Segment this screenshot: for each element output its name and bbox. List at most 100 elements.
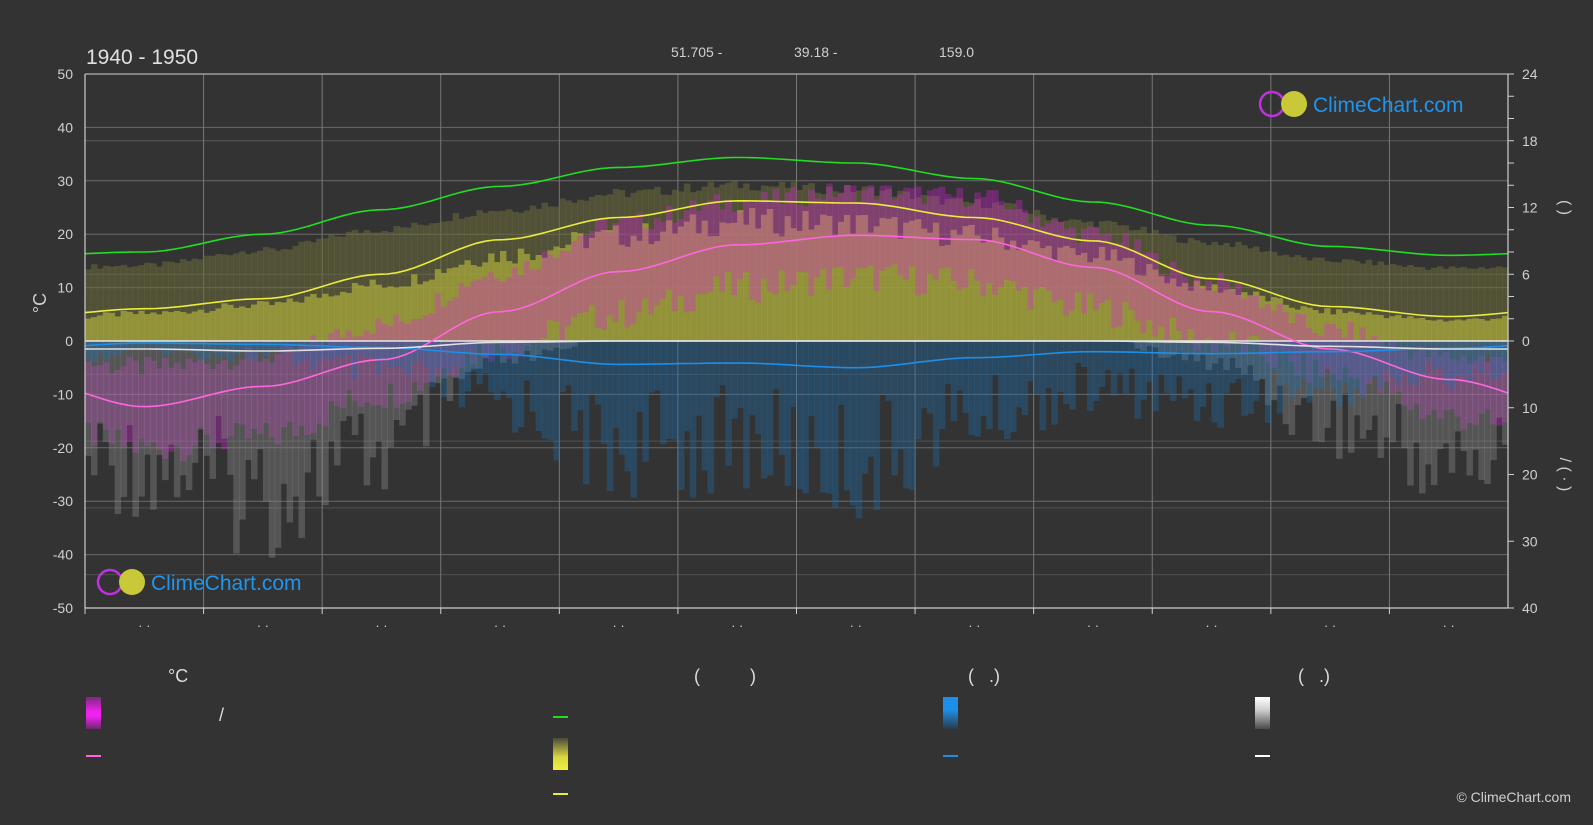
logo-bottom[interactable]: ClimeChart.com [96, 568, 302, 596]
snow-bar [209, 341, 217, 479]
snow-bar [476, 341, 483, 369]
temp-range-bar [1057, 222, 1064, 300]
temp-range-bar [766, 202, 774, 292]
rain-bar [517, 341, 525, 428]
temp-range-bar [428, 313, 436, 382]
temp-range-bar [1336, 328, 1343, 381]
snow-bar [405, 341, 412, 410]
rain-bar [843, 341, 851, 491]
rain-bar [209, 341, 217, 354]
temp-range-bar [274, 354, 282, 445]
rain-bar [102, 341, 110, 361]
snow-bar [1490, 341, 1497, 461]
snow-bar [156, 341, 163, 455]
snow-bar [144, 341, 151, 455]
daylight-shade-bar [417, 224, 424, 341]
temp-range-bar [357, 335, 365, 407]
sunshine-shade-bar [286, 298, 294, 341]
sunshine-shade-bar [215, 308, 222, 341]
daylight-shade-bar [1353, 261, 1361, 341]
rain-bar [239, 341, 246, 351]
sunshine-shade-bar [328, 296, 335, 341]
temp-range-bar [660, 221, 667, 299]
snow-bar [1282, 341, 1290, 425]
sunshine-shade-bar [322, 293, 329, 341]
daylight-shade-bar [339, 236, 347, 341]
sunshine-shade-bar [138, 310, 145, 341]
sunshine-shade-bar [926, 232, 934, 341]
snow-bar [553, 341, 560, 348]
rain-bar [1009, 341, 1017, 433]
daylight-shade-bar [310, 242, 317, 341]
rain-bar [233, 341, 240, 355]
sunshine-shade-bar [1128, 257, 1136, 341]
rain-bar [600, 341, 608, 444]
sunshine-shade-bar [440, 272, 448, 341]
temp-range-bar [938, 186, 946, 269]
sunshine-shade-bar [256, 301, 264, 341]
sunshine-shade-bar [772, 233, 780, 341]
sunshine-shade-bar [820, 214, 827, 341]
sunshine-shade-bar [808, 229, 815, 341]
rain-bar [1294, 341, 1302, 391]
sunshine-shade-bar [1496, 318, 1503, 341]
sunshine-shade-bar [1146, 264, 1153, 341]
legend-temp-range-sep: / [219, 705, 225, 725]
temp-range-bar [381, 323, 388, 408]
temp-range-bar [440, 306, 448, 369]
daylight-shade-bar [138, 265, 145, 341]
sunshine-shade-bar [1288, 307, 1296, 341]
snow-bar [381, 341, 388, 490]
rain-bar [737, 341, 744, 409]
daylight-shade-bar [150, 263, 157, 341]
temp-range-bar [553, 258, 560, 322]
daylight-shade-bar [1490, 267, 1497, 341]
rain-bar [749, 341, 756, 416]
temp-range-bar [980, 196, 987, 297]
temp-range-bar [262, 358, 270, 424]
snow-bar [494, 341, 501, 356]
sunshine-shade-bar [446, 268, 454, 341]
rain-bar [1116, 341, 1124, 373]
daylight-shade-bar [209, 255, 217, 341]
temp-range-bar [1430, 348, 1438, 410]
snow-bar [529, 341, 537, 361]
temp-range-bar [500, 281, 507, 349]
sunshine-shade-bar [891, 216, 898, 341]
snow-bar [1401, 341, 1408, 449]
snow-bar [351, 341, 359, 436]
sunshine-shade-bar [369, 279, 377, 341]
rain-bar [1389, 341, 1396, 377]
legend-sun-head: ( ) [694, 666, 756, 686]
daylight-shade-bar [221, 254, 228, 341]
snow-bar [310, 341, 317, 440]
daylight-shade-bar [399, 227, 406, 341]
sunshine-shade-bar [1158, 276, 1165, 341]
snow-bar [1158, 341, 1165, 358]
sunshine-shade-bar [120, 310, 128, 341]
sunshine-shade-bar [760, 214, 768, 341]
snow-bar [1217, 341, 1224, 359]
logo-top[interactable]: ClimeChart.com [1258, 90, 1464, 118]
rain-bar [1181, 341, 1189, 399]
legend-sunshine-range-swatch [553, 738, 568, 770]
rain-bar [695, 341, 703, 416]
temp-range-bar [671, 222, 679, 312]
rain-bar [1235, 341, 1242, 380]
temp-range-bar [1045, 223, 1053, 291]
rain-bar [701, 341, 709, 471]
rain-bar [280, 341, 288, 354]
rain-bar [743, 341, 750, 489]
sunshine-shade-bar [1051, 261, 1058, 341]
temp-range-bar [328, 333, 335, 401]
sunshine-shade-bar [476, 266, 483, 341]
snow-bar [114, 341, 122, 515]
snow-bar [173, 341, 181, 498]
snow-bar [102, 341, 110, 442]
rain-bar [393, 341, 400, 367]
sunshine-shade-bar [1270, 297, 1278, 341]
temp-range-bar [417, 318, 424, 391]
snow-mean-line [85, 340, 1508, 352]
rain-bar [559, 341, 566, 393]
snow-bar [1365, 341, 1373, 431]
